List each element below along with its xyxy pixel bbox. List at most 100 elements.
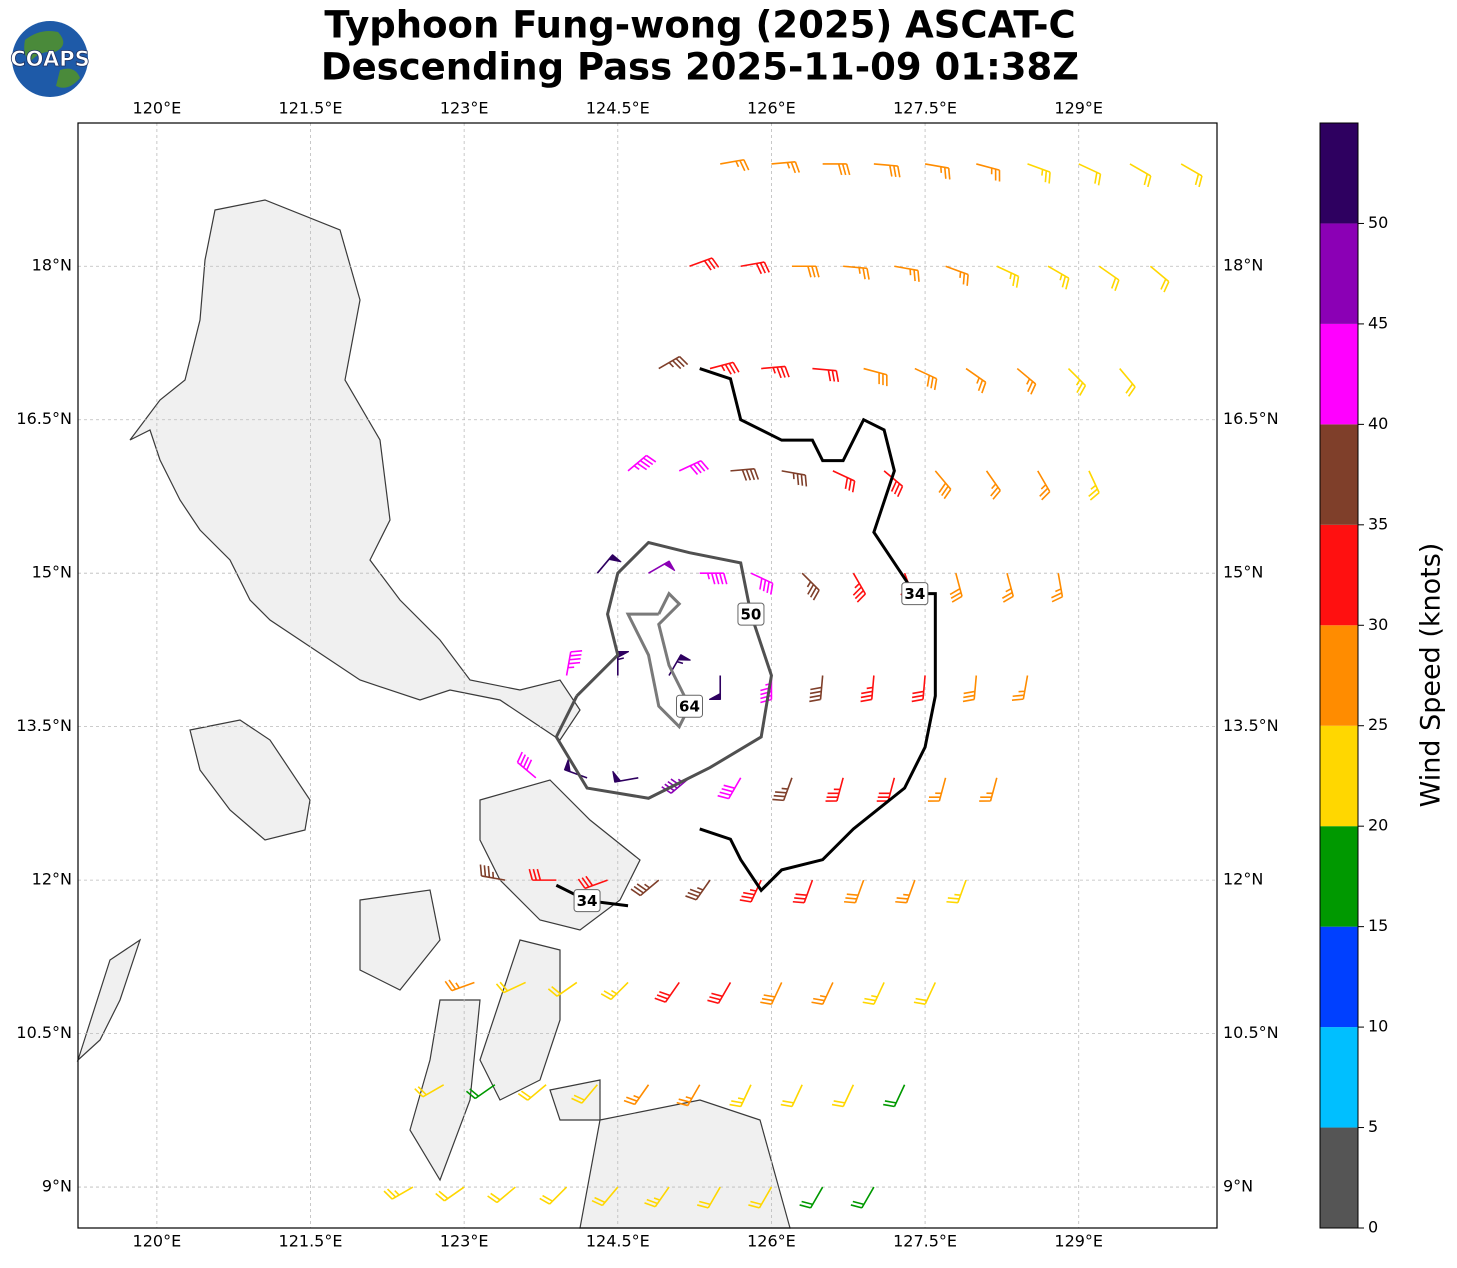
barb-staff (962, 675, 978, 703)
barb-staff (565, 650, 583, 676)
barb-staff (644, 1186, 670, 1208)
barb-staff (528, 868, 557, 881)
x-tick-label: 129°E (1054, 99, 1103, 118)
wind-barb (623, 1084, 650, 1106)
samar (479, 779, 641, 931)
wind-barb (699, 572, 728, 585)
barb-staff (812, 367, 840, 383)
barb-staff (1016, 367, 1037, 395)
colorbar-segment (1320, 424, 1358, 525)
wind-barb (563, 759, 588, 779)
y-tick-label: 12°N (32, 870, 72, 889)
barb-staff (801, 572, 820, 601)
barb-staff (831, 1084, 855, 1108)
wind-barb (444, 979, 475, 992)
barb-staff (799, 1186, 824, 1209)
colorbar-tick-label: 0 (1368, 1218, 1378, 1237)
colorbar-segment (1320, 1027, 1358, 1128)
barb-staff (1088, 470, 1100, 501)
barb-staff (1011, 675, 1029, 701)
colorbar-segment (1320, 826, 1358, 927)
barb-staff (600, 981, 629, 1001)
colorbar-segment (1320, 223, 1358, 324)
wind-barb (658, 355, 689, 370)
wind-barb (654, 981, 680, 1003)
wind-barb (860, 675, 875, 703)
wind-barb (914, 367, 938, 391)
colorbar-tick-label: 35 (1368, 514, 1388, 533)
colorbar-segment (1320, 926, 1358, 1028)
wind-barb (591, 1186, 619, 1207)
colorbar-tick-label: 25 (1368, 715, 1388, 734)
contour-label-box (675, 694, 703, 718)
barb-staff (1098, 265, 1120, 292)
barb-staff (860, 675, 875, 703)
barb-staff (761, 365, 790, 379)
mindanao (579, 1099, 791, 1229)
wind-contour (554, 540, 773, 800)
barb-staff (717, 777, 742, 800)
wind-barb (946, 879, 967, 904)
wind-barb (924, 163, 951, 180)
wind-barb (1011, 675, 1029, 701)
barb-staff (924, 163, 951, 180)
wind-barb (843, 265, 870, 280)
land (76, 199, 791, 1229)
wind-barb (1078, 163, 1102, 186)
barb-staff (862, 982, 885, 1005)
panay (359, 889, 441, 991)
wind-barb (979, 777, 998, 802)
barb-pennant (708, 692, 721, 700)
barb-staff (383, 1186, 414, 1200)
y-tick-label: 10.5°N (16, 1023, 72, 1042)
colorbar-segment (1320, 323, 1358, 425)
barb-staff (945, 265, 969, 286)
barb-staff (1047, 265, 1070, 290)
wind-barb (781, 470, 808, 487)
wind-barb (465, 1084, 496, 1100)
x-tick-label: 121.5°E (279, 1232, 343, 1251)
contour-label: 50 (741, 606, 762, 624)
luzon (129, 199, 581, 741)
x-tick-label: 129°E (1054, 1232, 1103, 1251)
wind-barb (730, 467, 760, 481)
barb-staff (863, 367, 888, 387)
barb-staff (1001, 572, 1015, 603)
wind-barb (577, 875, 608, 890)
barb-staff (707, 982, 732, 1005)
colorbar-tick-label: 20 (1368, 816, 1388, 835)
y-tick-label: 13.5°N (16, 716, 72, 735)
y-tick-label: 9°N (42, 1177, 72, 1196)
barb-staff (934, 470, 952, 500)
barb-staff (894, 265, 920, 282)
barb-staff (1078, 163, 1102, 186)
wind-barb (1037, 470, 1051, 501)
wind-barb (414, 1084, 445, 1098)
wind-barb (539, 1186, 568, 1205)
barb-staff (1027, 163, 1051, 184)
x-tick-label: 120°E (133, 99, 182, 118)
wind-barb (876, 777, 896, 802)
wind-barb (927, 777, 947, 802)
barb-staff (654, 981, 680, 1003)
barb-staff (850, 1186, 875, 1209)
barb-staff (843, 265, 870, 280)
wind-barb (479, 864, 506, 881)
wind-barb (516, 751, 537, 779)
barb-staff (740, 261, 770, 275)
contour-label: 34 (904, 585, 925, 603)
leyte (479, 939, 561, 1101)
barb-staff (876, 777, 896, 802)
wind-barb (811, 982, 834, 1005)
wind-barb (1180, 163, 1203, 188)
barb-staff (911, 675, 926, 703)
barb-staff (748, 1186, 773, 1209)
barb-staff (517, 1084, 547, 1101)
y-tick-label: 15°N (32, 563, 72, 582)
barb-staff (591, 1186, 619, 1207)
barb-staff (479, 864, 506, 881)
wind-barb (596, 554, 622, 574)
barb-pennant (677, 654, 691, 661)
wind-barb (739, 879, 762, 903)
y-tick-label: 12°N (1223, 870, 1263, 889)
